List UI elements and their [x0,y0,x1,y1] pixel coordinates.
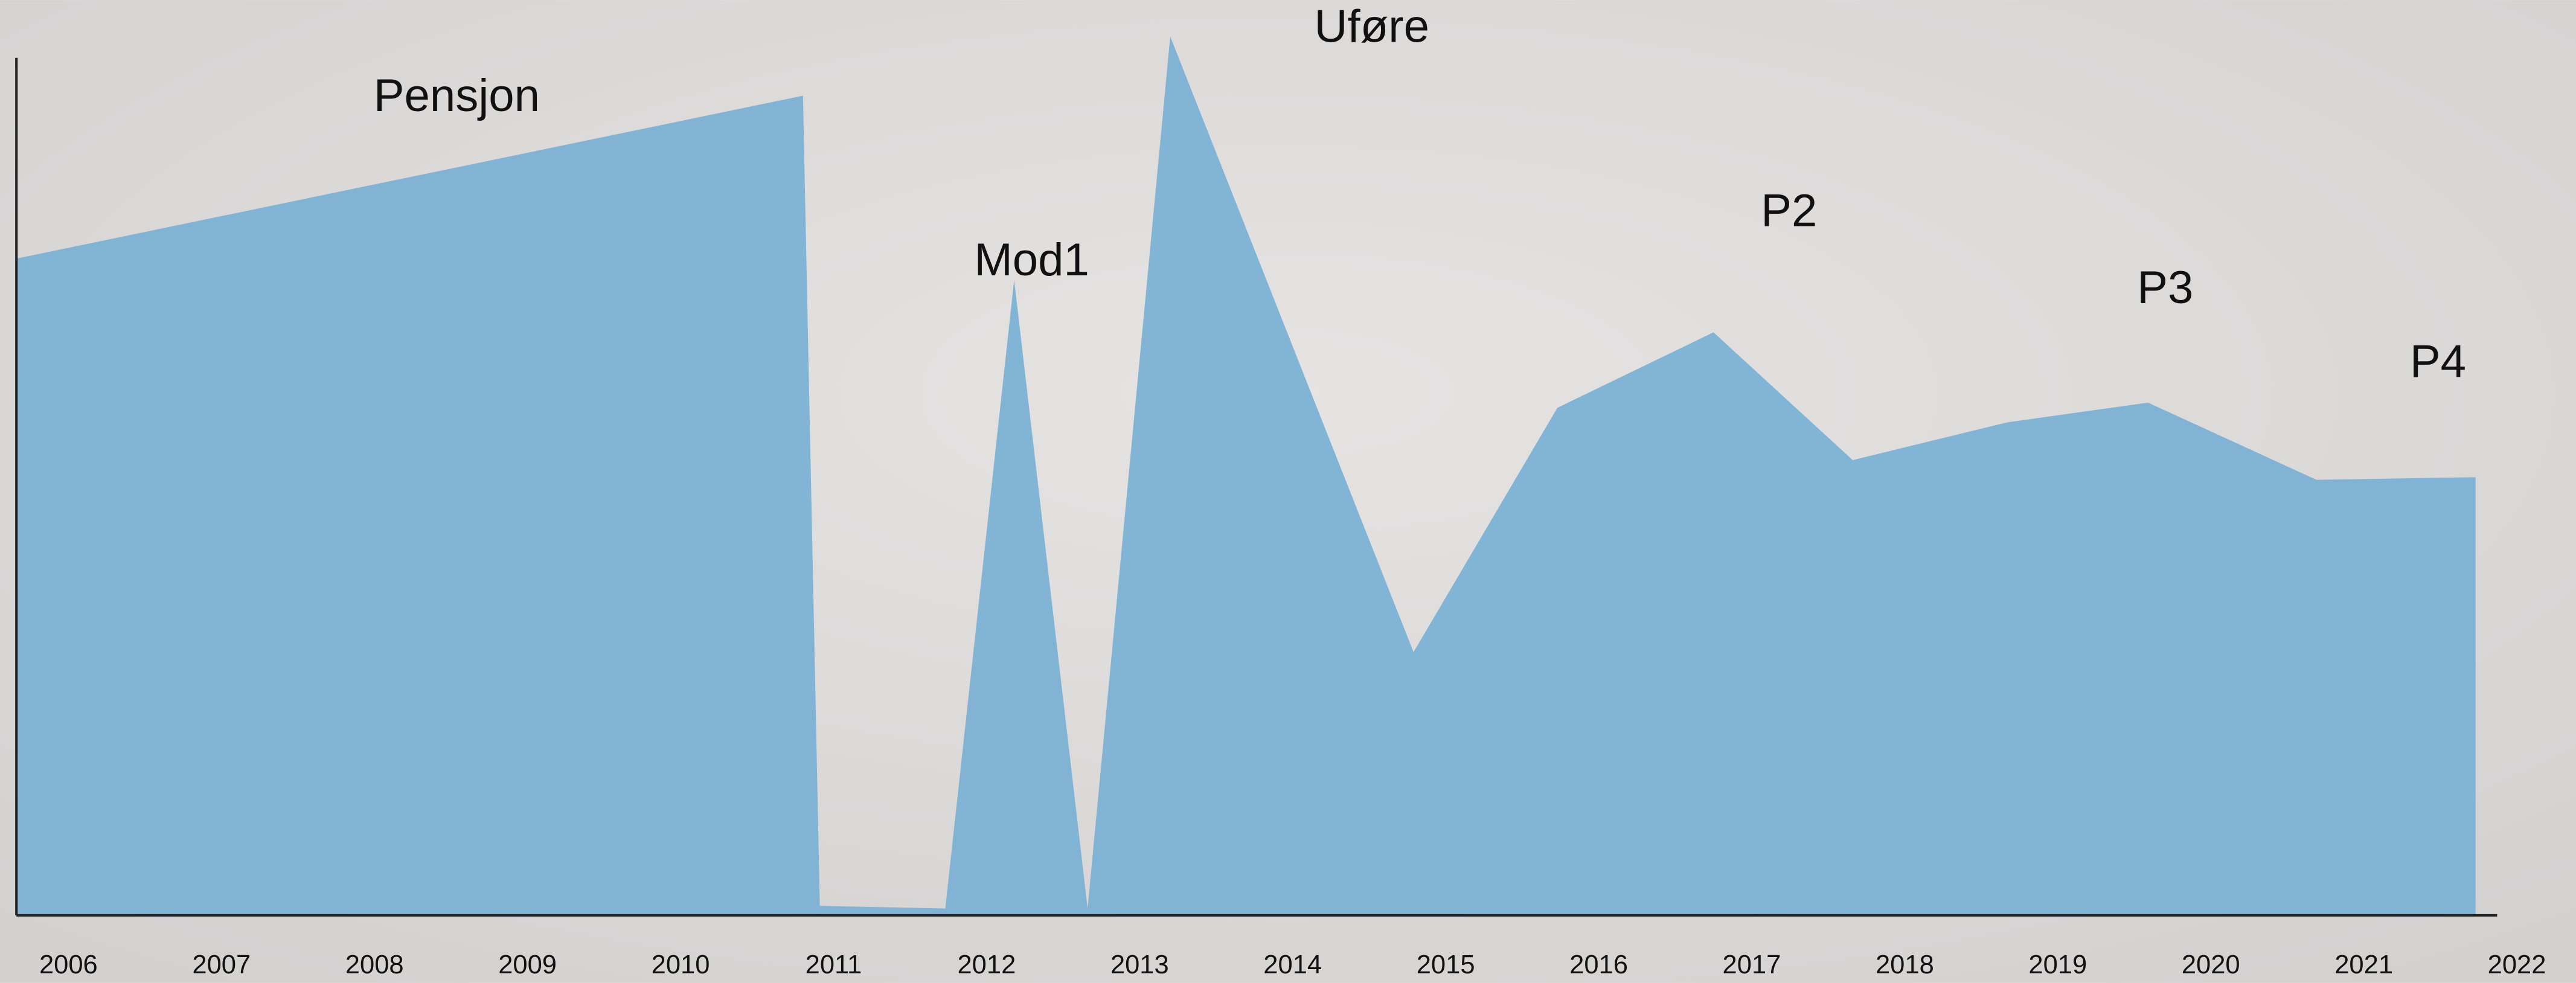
x-tick-label: 2012 [957,950,1016,979]
x-tick-label: 2021 [2334,950,2393,979]
annotation: P2 [1761,185,1817,236]
annotation: Uføre [1315,1,1429,53]
x-tick-label: 2008 [345,950,404,979]
x-tick-label: 2015 [1417,950,1475,979]
area [16,36,2476,915]
annotation: Pensjon [374,70,540,121]
x-tick-label: 2014 [1263,950,1322,979]
x-tick-label: 2018 [1876,950,1934,979]
x-tick-label: 2019 [2028,950,2087,979]
x-tick-label: 2010 [652,950,710,979]
annotation: P4 [2410,336,2466,388]
x-tick-label: 2009 [498,950,557,979]
x-tick-label: 2013 [1110,950,1169,979]
x-tick-label: 2022 [2488,950,2546,979]
x-tick-label: 2007 [192,950,251,979]
x-tick-label: 2016 [1569,950,1628,979]
annotation: P3 [2137,262,2193,313]
x-tick-label: 2020 [2182,950,2240,979]
x-tick-label: 2011 [806,950,862,979]
x-tick-label: 2017 [1723,950,1781,979]
annotation: Mod1 [974,234,1089,286]
x-tick-label: 2006 [39,950,98,979]
